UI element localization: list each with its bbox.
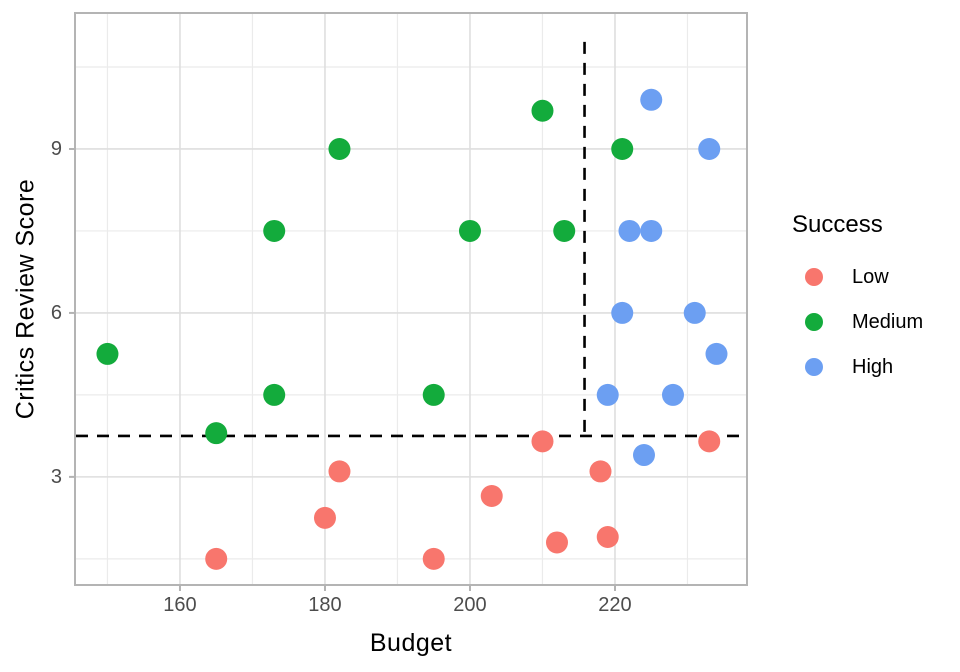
points-layer — [96, 88, 728, 570]
data-point-high — [661, 383, 684, 406]
panel-border — [74, 12, 748, 586]
y-tick-label: 9 — [50, 137, 62, 160]
data-point-medium — [458, 219, 481, 242]
x-axis-title: Budget — [369, 629, 453, 657]
data-point-low — [328, 460, 351, 483]
legend-item-high: High — [780, 344, 923, 389]
x-tick-label: 200 — [453, 594, 487, 616]
legend-item-medium: Medium — [780, 299, 923, 344]
y-tick-label: 3 — [50, 465, 62, 488]
legend-key-dot — [805, 312, 823, 331]
data-point-low — [480, 485, 503, 508]
data-point-medium — [263, 383, 286, 406]
data-point-medium — [328, 137, 351, 160]
data-point-high — [618, 219, 641, 242]
data-point-high — [640, 88, 663, 111]
gridlines-major — [76, 14, 746, 584]
data-point-low — [313, 506, 336, 529]
legend-key-dot — [805, 267, 823, 286]
data-point-high — [705, 342, 728, 365]
legend-title: Success — [792, 211, 883, 238]
legend: Success Low Medium High — [780, 210, 923, 389]
data-point-medium — [611, 137, 634, 160]
data-point-medium — [205, 422, 228, 445]
legend-item-low: Low — [780, 254, 923, 299]
x-tick-label: 160 — [163, 594, 197, 616]
data-point-low — [698, 430, 721, 453]
data-point-high — [640, 219, 663, 242]
data-point-low — [596, 526, 619, 549]
legend-item-label: High — [852, 355, 894, 378]
data-point-medium — [553, 219, 576, 242]
legend-item-label: Low — [852, 265, 889, 288]
data-point-medium — [96, 342, 119, 365]
data-point-high — [596, 383, 619, 406]
x-tick-label: 180 — [308, 594, 342, 616]
threshold-lines — [76, 41, 746, 438]
axis-tick-marks — [69, 147, 616, 591]
legend-key-dot — [805, 357, 823, 376]
data-point-high — [698, 137, 721, 160]
data-point-medium — [531, 99, 554, 122]
legend-items: Low Medium High — [780, 254, 923, 389]
legend-item-label: Medium — [852, 310, 924, 333]
data-point-low — [205, 547, 228, 570]
data-point-medium — [422, 383, 445, 406]
data-point-low — [545, 531, 568, 554]
data-point-high — [683, 301, 706, 324]
x-tick-label: 220 — [598, 594, 632, 616]
data-point-high — [632, 444, 655, 467]
data-point-medium — [263, 219, 286, 242]
data-point-high — [611, 301, 634, 324]
data-point-low — [589, 460, 612, 483]
data-point-low — [422, 547, 445, 570]
data-point-low — [531, 430, 554, 453]
y-tick-label: 6 — [50, 301, 62, 324]
